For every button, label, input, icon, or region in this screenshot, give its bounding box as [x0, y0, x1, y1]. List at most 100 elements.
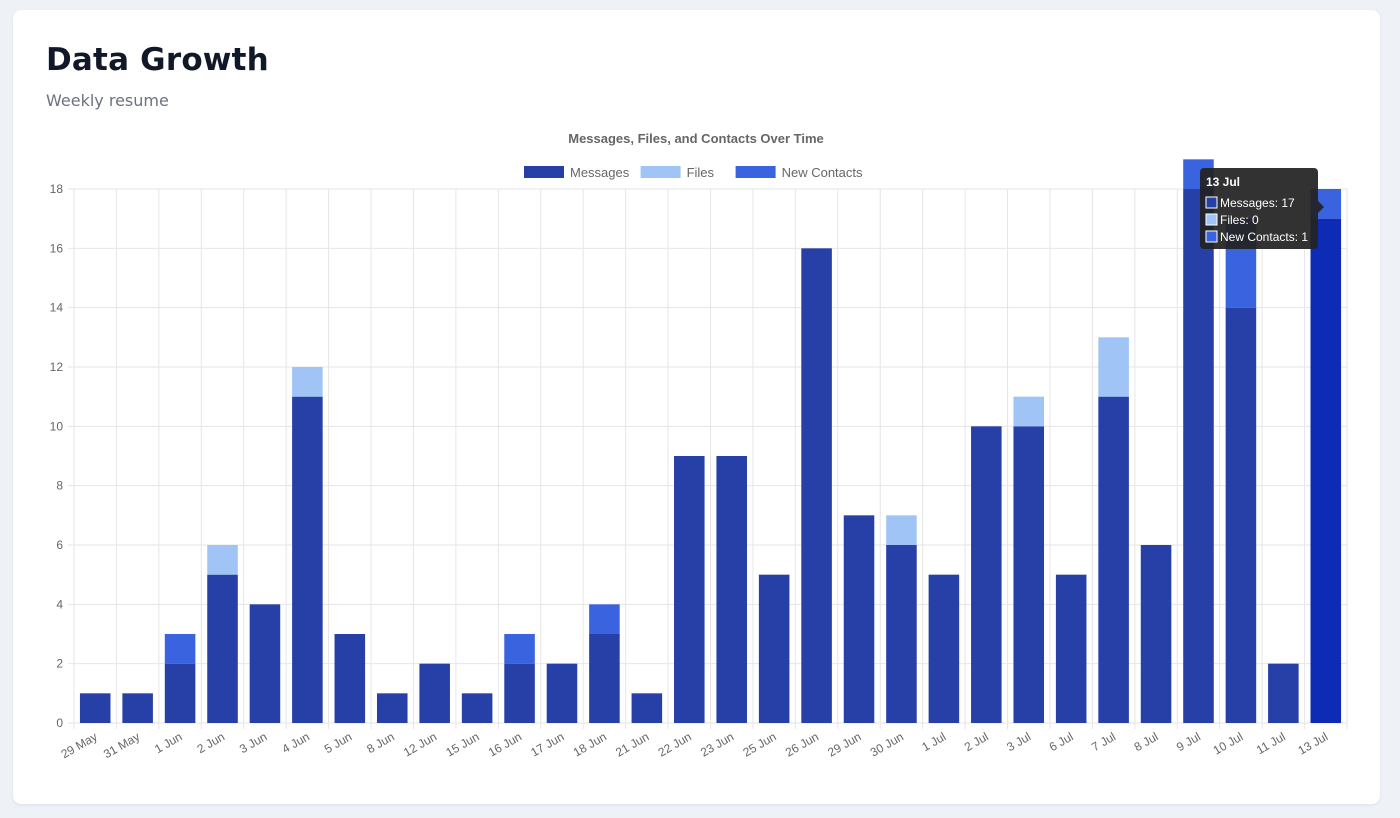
x-tick-label: 21 Jun: [613, 729, 651, 759]
x-tick-label: 17 Jun: [528, 729, 566, 759]
tooltip-line: Files: 0: [1220, 213, 1259, 227]
x-tick-label: 2 Jul: [962, 729, 991, 754]
x-tick-label: 18 Jun: [571, 729, 609, 759]
bar-messages[interactable]: [461, 693, 493, 723]
bar-messages[interactable]: [1225, 307, 1257, 723]
bar-messages[interactable]: [674, 456, 705, 723]
x-tick-label: 11 Jul: [1254, 729, 1288, 757]
bar-messages[interactable]: [801, 248, 832, 724]
bar-new-contacts[interactable]: [504, 634, 535, 664]
x-axis: 29 May 31 May 1 Jun 2 Jun 3 Jun 4 Jun 5 Jun 8 J…: [59, 729, 1331, 761]
x-tick-label: 25 Jun: [740, 729, 778, 759]
bar-messages[interactable]: [1055, 574, 1087, 723]
bar-messages[interactable]: [1268, 663, 1299, 723]
y-tick-label: 14: [50, 301, 64, 315]
x-tick-label: 29 Jun: [825, 729, 863, 759]
page-subtitle: Weekly resume: [46, 91, 169, 110]
x-tick-label: 3 Jul: [1004, 729, 1033, 754]
x-tick-label: 29 May: [59, 729, 100, 761]
x-tick-label: 15 Jun: [443, 729, 481, 759]
bar-messages[interactable]: [207, 574, 238, 723]
tooltip-swatch: [1205, 213, 1218, 226]
bar-messages[interactable]: [1098, 396, 1129, 723]
bar-messages[interactable]: [292, 396, 323, 723]
x-tick-label: 22 Jun: [656, 729, 694, 759]
x-tick-label: 26 Jun: [783, 729, 821, 759]
tooltip-box: [1200, 168, 1318, 249]
x-tick-label: 7 Jul: [1089, 729, 1118, 754]
bar-messages[interactable]: [589, 634, 620, 723]
bar-files[interactable]: [886, 515, 917, 545]
tooltip-swatch: [1205, 196, 1218, 209]
legend-label[interactable]: New Contacts: [782, 165, 863, 180]
bar-messages[interactable]: [843, 515, 875, 723]
x-tick-label: 31 May: [101, 729, 142, 761]
bar-messages[interactable]: [79, 693, 111, 723]
y-tick-label: 8: [56, 479, 63, 493]
y-tick-label: 12: [50, 360, 64, 374]
bar-messages[interactable]: [249, 604, 281, 723]
y-tick-label: 2: [56, 657, 63, 671]
bar-messages[interactable]: [1013, 426, 1045, 723]
x-tick-label: 1 Jun: [152, 729, 184, 756]
x-tick-label: 12 Jun: [401, 729, 439, 759]
bar-messages[interactable]: [1183, 189, 1214, 723]
x-tick-label: 1 Jul: [919, 729, 948, 754]
y-axis: 0 2 4 6 8 10 12 14 16 18: [50, 182, 64, 730]
legend-label[interactable]: Messages: [570, 165, 630, 180]
bar-messages[interactable]: [419, 663, 450, 723]
bar-messages[interactable]: [928, 574, 960, 723]
bar-files[interactable]: [292, 367, 323, 397]
bar-files[interactable]: [1013, 396, 1045, 427]
x-tick-label: 13 Jul: [1296, 729, 1331, 757]
legend-swatch: [735, 166, 776, 178]
tooltip-title: 13 Jul: [1206, 175, 1240, 189]
x-tick-label: 8 Jun: [364, 729, 396, 756]
bar-files[interactable]: [207, 545, 238, 575]
x-tick-label: 3 Jun: [237, 729, 269, 756]
y-tick-label: 0: [56, 716, 63, 730]
chart-grid: [68, 188, 1348, 729]
bar-messages[interactable]: [122, 693, 153, 723]
legend-label[interactable]: Files: [687, 165, 715, 180]
y-tick-label: 4: [56, 597, 63, 611]
bar-messages[interactable]: [716, 456, 747, 723]
bars: [79, 159, 1342, 724]
bar-messages[interactable]: [546, 663, 578, 723]
x-tick-label: 10 Jul: [1211, 729, 1246, 757]
bar-new-contacts[interactable]: [589, 604, 620, 634]
bar-messages[interactable]: [376, 693, 408, 723]
bar-messages[interactable]: [971, 426, 1002, 723]
tooltip-line: Messages: 17: [1220, 196, 1295, 210]
bar-messages[interactable]: [758, 574, 790, 723]
y-tick-label: 6: [56, 538, 63, 552]
chart-title: Messages, Files, and Contacts Over Time: [568, 131, 824, 146]
tooltip-line: New Contacts: 1: [1220, 230, 1308, 244]
tooltip-caret: [1318, 201, 1324, 213]
bar-messages[interactable]: [1140, 545, 1172, 723]
bar-messages[interactable]: [334, 634, 366, 723]
y-tick-label: 16: [50, 241, 64, 255]
legend-swatch: [640, 166, 681, 178]
y-tick-label: 10: [50, 419, 64, 433]
bar-new-contacts[interactable]: [164, 634, 196, 664]
bar-messages[interactable]: [504, 663, 535, 723]
legend-swatch: [524, 166, 564, 178]
bar-messages[interactable]: [631, 693, 663, 723]
x-tick-label: 9 Jul: [1174, 729, 1203, 754]
bar-files[interactable]: [1098, 337, 1129, 397]
x-tick-label: 30 Jun: [868, 729, 906, 759]
x-tick-label: 5 Jun: [322, 729, 354, 756]
x-tick-label: 8 Jul: [1132, 729, 1161, 754]
page-title: Data Growth: [46, 42, 269, 78]
x-tick-label: 2 Jun: [195, 729, 227, 756]
bar-messages[interactable]: [164, 663, 196, 723]
x-tick-label: 23 Jun: [698, 729, 736, 759]
bar-messages[interactable]: [1310, 218, 1342, 723]
tooltip-swatch: [1205, 230, 1218, 243]
bar-messages[interactable]: [886, 545, 917, 723]
x-tick-label: 16 Jun: [486, 729, 524, 759]
y-tick-label: 18: [50, 182, 64, 196]
x-tick-label: 6 Jul: [1047, 729, 1076, 754]
